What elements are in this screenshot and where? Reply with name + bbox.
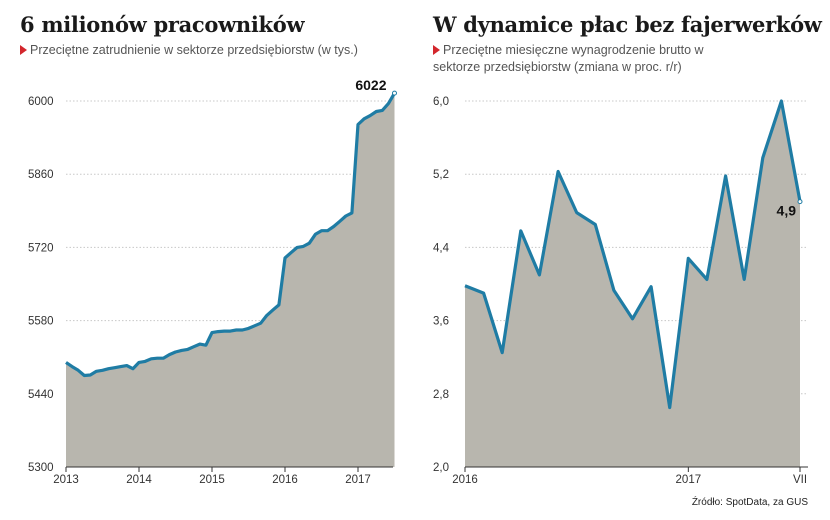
y-tick-label: 5860 (28, 169, 54, 181)
chart-subtitle: Przeciętne zatrudnienie w sektorze przed… (20, 42, 410, 59)
end-value-label: 6022 (355, 77, 386, 93)
y-tick-label: 5300 (28, 462, 54, 474)
chart-title: W dynamice płac bez fajerwerków (433, 12, 822, 37)
chart-title: 6 milionów pracowników (20, 12, 305, 37)
area-fill (66, 93, 395, 467)
y-tick-label: 5580 (28, 316, 54, 328)
end-point-marker (392, 90, 397, 96)
source-note: Źródło: SpotData, za GUS (691, 497, 808, 508)
series-line (65, 92, 396, 378)
triangle-marker-icon (20, 45, 27, 55)
triangle-marker-icon (433, 45, 440, 55)
x-tick-label: 2017 (345, 474, 371, 486)
wages-chart-panel: W dynamice płac bez fajerwerków Przecięt… (433, 0, 828, 500)
chart-subtitle: Przeciętne miesięczne wynagrodzenie brut… (433, 42, 753, 76)
employment-chart-panel: 6 milionów pracowników Przeciętne zatrud… (20, 0, 420, 500)
y-tick-label: 6000 (28, 96, 54, 108)
x-tick-label: 2014 (126, 474, 152, 486)
y-tick-label: 5440 (28, 389, 54, 401)
y-tick-label: 5720 (28, 242, 54, 254)
chart-subtitle-text: Przeciętne miesięczne wynagrodzenie brut… (433, 43, 704, 74)
x-tick-label: 2013 (53, 474, 79, 486)
chart-subtitle-text: Przeciętne zatrudnienie w sektorze przed… (30, 43, 358, 57)
x-tick-label: 2015 (199, 474, 225, 486)
x-tick-label: 2016 (272, 474, 298, 486)
